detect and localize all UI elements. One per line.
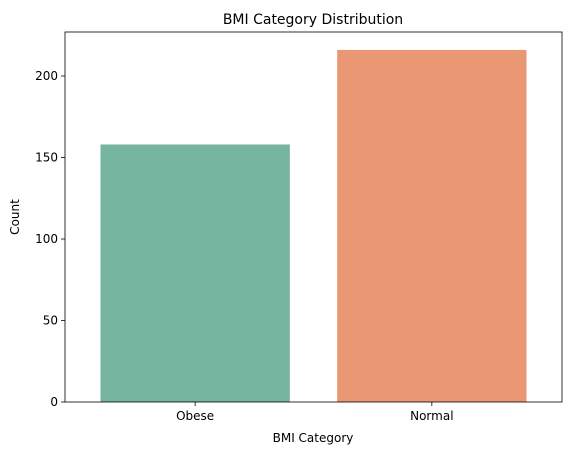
bars-group <box>100 49 527 403</box>
plot-frame <box>64 31 563 403</box>
y-axis-label: Count <box>8 199 22 235</box>
x-axis-label: BMI Category <box>273 431 354 445</box>
chart-title: BMI Category Distribution <box>223 12 403 28</box>
y-axis-ticks: 0 50 100 150 200 <box>35 69 65 409</box>
bar-normal <box>337 49 527 403</box>
y-tick-label: 50 <box>43 314 58 328</box>
y-tick-label: 200 <box>35 69 58 83</box>
x-axis-ticks: Obese Normal <box>176 402 454 423</box>
bar-obese <box>100 144 290 402</box>
y-tick-label: 100 <box>35 232 58 246</box>
y-tick-label: 150 <box>35 151 58 165</box>
x-tick-label: Normal <box>410 409 453 423</box>
y-tick-label: 0 <box>50 395 58 409</box>
x-tick-label: Obese <box>176 409 214 423</box>
